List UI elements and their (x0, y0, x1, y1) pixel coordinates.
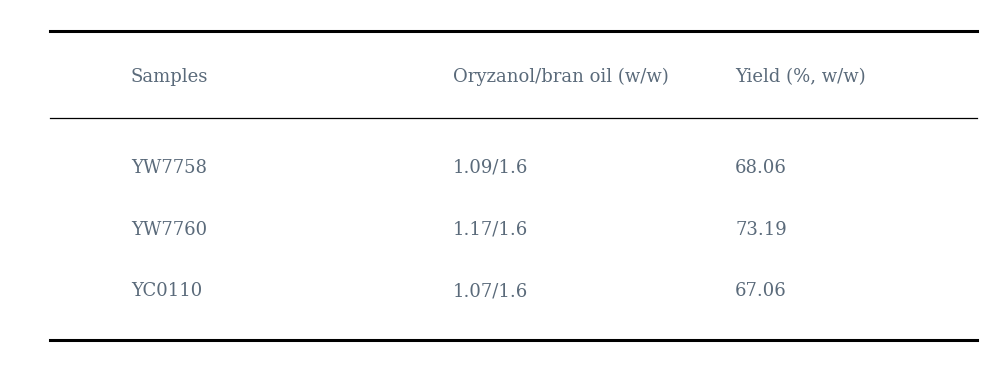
Text: 1.09/1.6: 1.09/1.6 (453, 159, 529, 177)
Text: 1.07/1.6: 1.07/1.6 (453, 283, 529, 300)
Text: 73.19: 73.19 (735, 221, 786, 239)
Text: YW7758: YW7758 (131, 159, 206, 177)
Text: 1.17/1.6: 1.17/1.6 (453, 221, 529, 239)
Text: Samples: Samples (131, 68, 208, 86)
Text: 67.06: 67.06 (735, 283, 786, 300)
Text: Yield (%, w/w): Yield (%, w/w) (735, 68, 866, 86)
Text: YC0110: YC0110 (131, 283, 202, 300)
Text: 68.06: 68.06 (735, 159, 787, 177)
Text: Oryzanol/bran oil (w/w): Oryzanol/bran oil (w/w) (453, 68, 669, 86)
Text: YW7760: YW7760 (131, 221, 207, 239)
